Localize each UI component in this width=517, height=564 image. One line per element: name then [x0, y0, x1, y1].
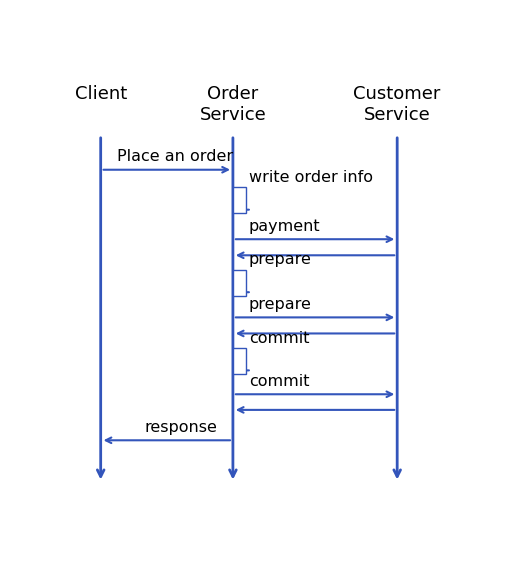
Bar — [233, 348, 246, 374]
Text: prepare: prepare — [249, 253, 312, 267]
Text: Client: Client — [74, 85, 127, 103]
Text: Order
Service: Order Service — [200, 85, 266, 124]
Text: response: response — [144, 420, 217, 435]
Text: commit: commit — [249, 373, 310, 389]
Text: payment: payment — [249, 219, 321, 233]
Bar — [233, 187, 246, 213]
Bar — [233, 270, 246, 296]
Text: Place an order: Place an order — [117, 149, 233, 164]
Text: commit: commit — [249, 331, 310, 346]
Text: prepare: prepare — [249, 297, 312, 312]
Text: write order info: write order info — [249, 170, 373, 185]
Text: Customer
Service: Customer Service — [354, 85, 441, 124]
